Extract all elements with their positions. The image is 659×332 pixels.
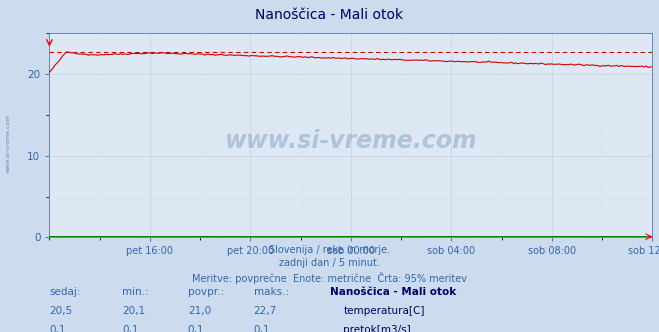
Text: Nanoščica - Mali otok: Nanoščica - Mali otok (330, 287, 456, 297)
Text: 21,0: 21,0 (188, 306, 211, 316)
Text: 0,1: 0,1 (122, 325, 138, 332)
Text: 20,1: 20,1 (122, 306, 145, 316)
Text: maks.:: maks.: (254, 287, 289, 297)
Text: min.:: min.: (122, 287, 149, 297)
Text: Meritve: povprečne  Enote: metrične  Črta: 95% meritev: Meritve: povprečne Enote: metrične Črta:… (192, 272, 467, 284)
Text: povpr.:: povpr.: (188, 287, 224, 297)
Text: Slovenija / reke in morje.: Slovenija / reke in morje. (269, 245, 390, 255)
Text: 22,7: 22,7 (254, 306, 277, 316)
Text: pretok[m3/s]: pretok[m3/s] (343, 325, 411, 332)
Text: zadnji dan / 5 minut.: zadnji dan / 5 minut. (279, 258, 380, 268)
Text: 0,1: 0,1 (254, 325, 270, 332)
Text: 0,1: 0,1 (49, 325, 66, 332)
Text: www.si-vreme.com: www.si-vreme.com (225, 129, 477, 153)
Text: temperatura[C]: temperatura[C] (343, 306, 425, 316)
Text: 20,5: 20,5 (49, 306, 72, 316)
Text: Nanoščica - Mali otok: Nanoščica - Mali otok (256, 8, 403, 22)
Text: www.si-vreme.com: www.si-vreme.com (5, 113, 11, 173)
Text: sedaj:: sedaj: (49, 287, 81, 297)
Text: 0,1: 0,1 (188, 325, 204, 332)
